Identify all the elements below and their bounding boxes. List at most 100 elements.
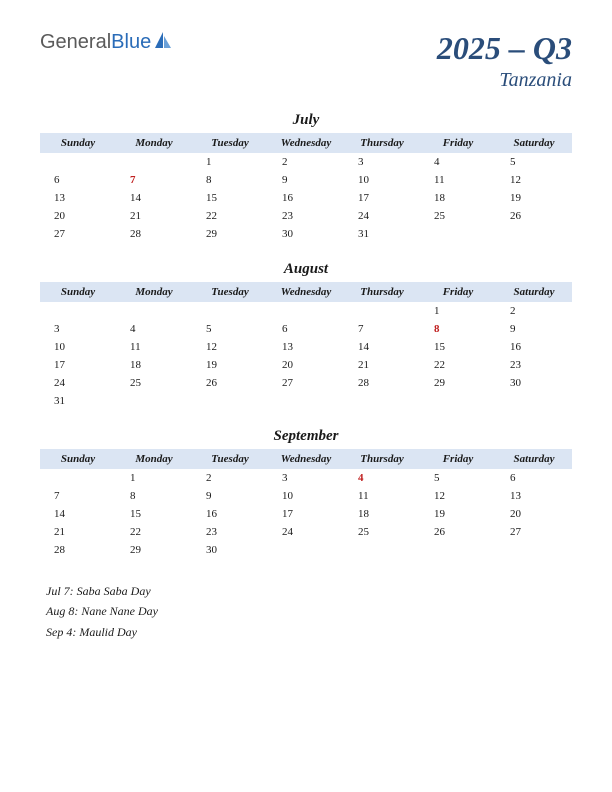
calendar-cell: 17 bbox=[268, 505, 344, 523]
calendar-cell: 1 bbox=[192, 153, 268, 171]
calendar-month-block: AugustSundayMondayTuesdayWednesdayThursd… bbox=[40, 261, 572, 410]
calendar-cell: 30 bbox=[268, 225, 344, 243]
calendar-cell: 15 bbox=[116, 505, 192, 523]
calendar-cell: 25 bbox=[420, 207, 496, 225]
calendar-cell: 25 bbox=[116, 374, 192, 392]
calendar-cell: 19 bbox=[420, 505, 496, 523]
calendar-cell: 28 bbox=[344, 374, 420, 392]
calendar-cell: 8 bbox=[116, 487, 192, 505]
holiday-entry: Jul 7: Saba Saba Day bbox=[46, 581, 572, 601]
calendar-row: 14151617181920 bbox=[40, 505, 572, 523]
day-header: Wednesday bbox=[268, 449, 344, 469]
calendar-month-block: JulySundayMondayTuesdayWednesdayThursday… bbox=[40, 112, 572, 243]
calendar-cell: 14 bbox=[344, 338, 420, 356]
country-title: Tanzania bbox=[437, 69, 572, 92]
logo: GeneralBlue bbox=[40, 30, 173, 55]
calendar-row: 24252627282930 bbox=[40, 374, 572, 392]
day-header: Tuesday bbox=[192, 133, 268, 153]
calendar-cell: 15 bbox=[192, 189, 268, 207]
month-name: August bbox=[40, 261, 572, 278]
calendar-cell: 4 bbox=[344, 469, 420, 487]
calendar-row: 2728293031 bbox=[40, 225, 572, 243]
calendar-cell: 8 bbox=[420, 320, 496, 338]
day-header: Thursday bbox=[344, 133, 420, 153]
calendar-cell: 12 bbox=[192, 338, 268, 356]
calendar-row: 20212223242526 bbox=[40, 207, 572, 225]
calendar-cell: 9 bbox=[268, 171, 344, 189]
day-header: Sunday bbox=[40, 133, 116, 153]
calendar-cell: 13 bbox=[40, 189, 116, 207]
calendar-cell bbox=[116, 392, 192, 410]
calendar-cell: 29 bbox=[192, 225, 268, 243]
calendar-row: 17181920212223 bbox=[40, 356, 572, 374]
calendar-cell: 22 bbox=[116, 523, 192, 541]
calendar-table: SundayMondayTuesdayWednesdayThursdayFrid… bbox=[40, 133, 572, 243]
calendar-cell: 26 bbox=[420, 523, 496, 541]
calendar-cell: 6 bbox=[268, 320, 344, 338]
holiday-entry: Aug 8: Nane Nane Day bbox=[46, 601, 572, 621]
calendar-cell: 5 bbox=[192, 320, 268, 338]
header: GeneralBlue 2025 – Q3 Tanzania bbox=[40, 30, 572, 92]
calendar-cell: 21 bbox=[116, 207, 192, 225]
day-header: Monday bbox=[116, 133, 192, 153]
calendar-row: 6789101112 bbox=[40, 171, 572, 189]
calendar-cell: 28 bbox=[40, 541, 116, 559]
day-header: Saturday bbox=[496, 133, 572, 153]
calendar-cell: 7 bbox=[40, 487, 116, 505]
calendar-cell: 27 bbox=[268, 374, 344, 392]
calendar-cell bbox=[344, 392, 420, 410]
calendar-cell: 25 bbox=[344, 523, 420, 541]
calendar-row: 282930 bbox=[40, 541, 572, 559]
calendar-cell: 2 bbox=[496, 302, 572, 320]
calendar-cell: 11 bbox=[420, 171, 496, 189]
calendar-cell: 10 bbox=[268, 487, 344, 505]
day-header: Thursday bbox=[344, 449, 420, 469]
day-header: Monday bbox=[116, 449, 192, 469]
calendar-cell: 30 bbox=[496, 374, 572, 392]
calendar-cell: 23 bbox=[496, 356, 572, 374]
day-header: Tuesday bbox=[192, 282, 268, 302]
calendar-cell bbox=[268, 392, 344, 410]
calendar-cell: 26 bbox=[496, 207, 572, 225]
calendar-cell: 31 bbox=[344, 225, 420, 243]
calendar-cell: 11 bbox=[344, 487, 420, 505]
calendar-cell: 29 bbox=[420, 374, 496, 392]
calendar-cell bbox=[40, 153, 116, 171]
day-header: Tuesday bbox=[192, 449, 268, 469]
calendar-cell: 24 bbox=[40, 374, 116, 392]
calendar-cell: 10 bbox=[40, 338, 116, 356]
calendar-cell: 8 bbox=[192, 171, 268, 189]
calendar-row: 31 bbox=[40, 392, 572, 410]
calendar-cell: 2 bbox=[268, 153, 344, 171]
calendar-cell bbox=[496, 392, 572, 410]
calendar-cell: 18 bbox=[344, 505, 420, 523]
calendar-cell: 4 bbox=[116, 320, 192, 338]
day-header: Sunday bbox=[40, 449, 116, 469]
calendar-cell bbox=[496, 225, 572, 243]
calendar-row: 10111213141516 bbox=[40, 338, 572, 356]
calendar-cell bbox=[420, 225, 496, 243]
calendar-cell: 28 bbox=[116, 225, 192, 243]
calendars-container: JulySundayMondayTuesdayWednesdayThursday… bbox=[40, 112, 572, 559]
calendar-cell: 21 bbox=[344, 356, 420, 374]
calendar-cell bbox=[344, 302, 420, 320]
calendar-cell: 9 bbox=[192, 487, 268, 505]
calendar-cell bbox=[116, 302, 192, 320]
calendar-cell: 12 bbox=[420, 487, 496, 505]
logo-sail-icon bbox=[153, 30, 173, 55]
calendar-cell: 1 bbox=[420, 302, 496, 320]
calendar-cell: 1 bbox=[116, 469, 192, 487]
calendar-cell: 27 bbox=[496, 523, 572, 541]
day-header: Sunday bbox=[40, 282, 116, 302]
calendar-cell: 3 bbox=[40, 320, 116, 338]
day-header: Friday bbox=[420, 282, 496, 302]
calendar-cell: 19 bbox=[192, 356, 268, 374]
calendar-cell: 2 bbox=[192, 469, 268, 487]
calendar-cell: 5 bbox=[496, 153, 572, 171]
calendar-cell: 27 bbox=[40, 225, 116, 243]
calendar-cell: 24 bbox=[344, 207, 420, 225]
calendar-cell: 26 bbox=[192, 374, 268, 392]
calendar-cell bbox=[40, 469, 116, 487]
calendar-cell: 29 bbox=[116, 541, 192, 559]
calendar-row: 12 bbox=[40, 302, 572, 320]
